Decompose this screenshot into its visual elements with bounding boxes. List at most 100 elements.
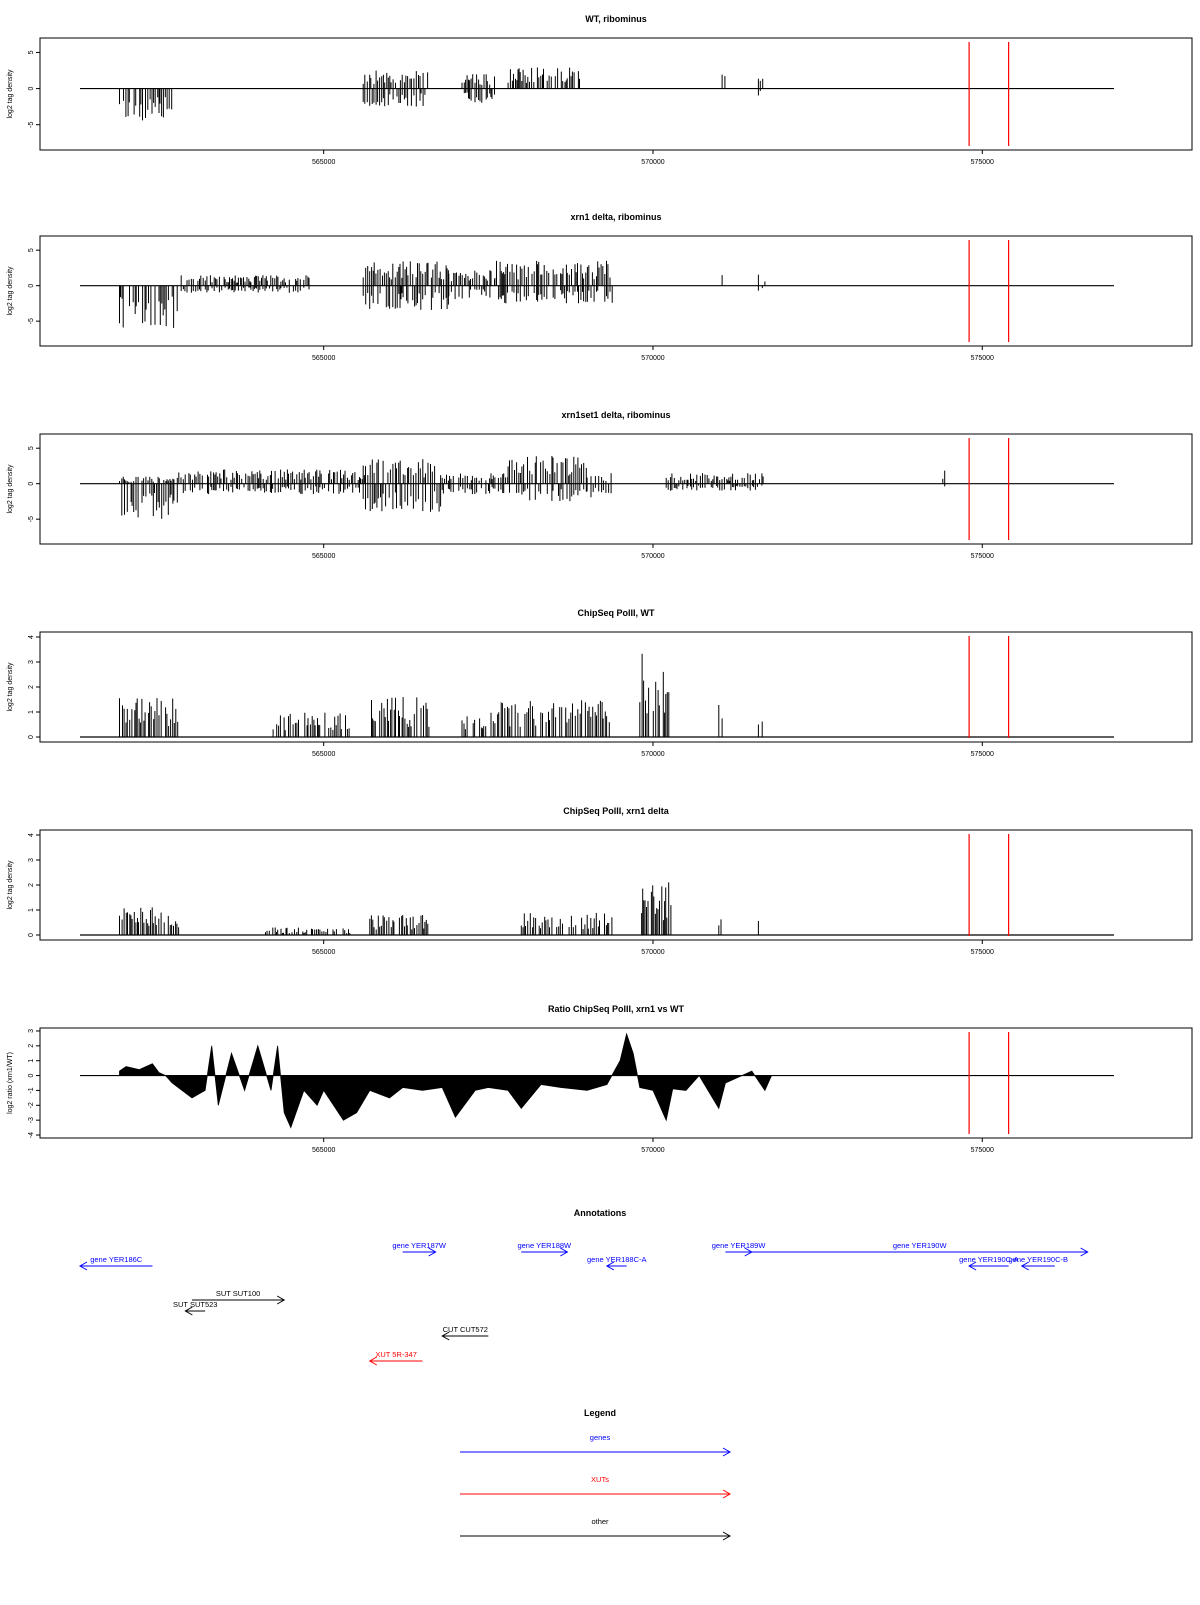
chart-title: ChipSeq PolII, WT: [578, 608, 655, 618]
chart-panel: WT, ribominus -5 0 5 log2 tag density 565000 5…: [7, 14, 1193, 166]
y-tick-label: 2: [28, 883, 35, 887]
y-tick-label: -4: [28, 1132, 35, 1138]
arrow-head: [441, 1331, 450, 1341]
x-tick-label: 565000: [312, 1147, 335, 1154]
y-axis-label: log2 tag density: [7, 860, 14, 910]
legend-label: genes: [590, 1433, 611, 1442]
arrow-head: [78, 1261, 88, 1271]
legend-item: XUTs: [460, 1475, 732, 1499]
legend-label: XUTs: [591, 1475, 609, 1484]
annotation-label: gene YER188C-A: [587, 1255, 646, 1264]
x-tick-label: 575000: [971, 1147, 994, 1154]
y-tick-label: 0: [28, 735, 35, 739]
arrow-head: [605, 1261, 615, 1271]
annotation-feature: SUT SUT523: [173, 1300, 217, 1316]
annotation-label: SUT SUT100: [216, 1289, 260, 1298]
annotation-label: XUT 5R-347: [375, 1350, 417, 1359]
x-tick-label: 570000: [641, 949, 664, 956]
x-tick-label: 570000: [641, 355, 664, 362]
annotation-feature: SUT SUT100: [191, 1289, 286, 1305]
ratio-area: [119, 1032, 1114, 1129]
plot-frame: [39, 829, 1193, 941]
y-tick-label: -2: [28, 1102, 35, 1108]
annotation-feature: gene YER187W: [392, 1241, 447, 1257]
bar-series: [119, 260, 766, 328]
y-tick-label: 2: [28, 685, 35, 689]
annotation-label: CUT CUT572: [443, 1325, 488, 1334]
x-tick-label: 565000: [312, 553, 335, 560]
plot-frame: [39, 37, 1193, 151]
x-tick-label: 570000: [641, 553, 664, 560]
arrow-head: [428, 1247, 437, 1257]
y-tick-label: -3: [28, 1117, 35, 1123]
arrow-head: [276, 1295, 286, 1305]
y-tick-label: 3: [28, 660, 35, 664]
x-tick-label: 565000: [312, 355, 335, 362]
chart-panel: xrn1 delta, ribominus -5 0 5 log2 tag densit…: [7, 212, 1193, 362]
y-tick-label: 3: [28, 1029, 35, 1033]
legend-item: genes: [460, 1433, 732, 1457]
arrow-head: [1020, 1261, 1030, 1271]
y-tick-label: 0: [28, 87, 35, 91]
bar-series: [119, 455, 946, 519]
y-axis-label: log2 tag density: [7, 662, 14, 712]
x-tick-label: 575000: [971, 949, 994, 956]
arrow-head: [722, 1489, 732, 1499]
annotation-label: SUT SUT523: [173, 1300, 217, 1309]
plot-frame: [39, 433, 1193, 545]
y-tick-label: 1: [28, 710, 35, 714]
annotation-label: gene YER190W: [893, 1241, 948, 1250]
chart-title: ChipSeq PolII, xrn1 delta: [563, 806, 670, 816]
legend-title: Legend: [584, 1408, 616, 1418]
bar-series: [119, 67, 764, 121]
x-tick-label: 565000: [312, 949, 335, 956]
x-tick-label: 570000: [641, 751, 664, 758]
annotation-feature: gene YER190C-A: [959, 1255, 1019, 1271]
arrow-head: [560, 1247, 569, 1257]
legend-item: other: [460, 1517, 732, 1541]
annotation-feature: gene YER188W: [517, 1241, 572, 1257]
plot-frame: [39, 1027, 1193, 1139]
plot-frame: [39, 235, 1193, 347]
y-tick-label: 2: [28, 1044, 35, 1048]
annotation-feature: gene YER189W: [712, 1241, 767, 1257]
arrow-head: [368, 1356, 378, 1366]
y-tick-label: 1: [28, 1059, 35, 1063]
chart-title: WT, ribominus: [585, 14, 647, 24]
annotation-feature: gene YER186C: [78, 1255, 153, 1271]
annotation-label: gene YER189W: [712, 1241, 767, 1250]
y-tick-label: 4: [28, 635, 35, 639]
y-tick-label: 4: [28, 833, 35, 837]
y-tick-label: -5: [28, 516, 35, 522]
y-tick-label: -1: [28, 1087, 35, 1093]
x-tick-label: 565000: [312, 159, 335, 166]
chart-title: Ratio ChipSeq PolII, xrn1 vs WT: [548, 1004, 685, 1014]
annotation-feature: gene YER188C-A: [587, 1255, 647, 1271]
bar-series: [119, 882, 759, 935]
y-axis-label: log2 tag density: [7, 266, 14, 316]
y-axis-label: log2 tag density: [7, 464, 14, 514]
chart-panel: Ratio ChipSeq PolII, xrn1 vs WT -4 -3 -2 -1 0…: [7, 1004, 1193, 1154]
y-tick-label: 0: [28, 284, 35, 288]
legend: Legend genes XUTs other: [460, 1408, 732, 1541]
annotation-feature: XUT 5R-347: [368, 1350, 423, 1366]
x-tick-label: 570000: [641, 159, 664, 166]
chart-panel: ChipSeq PolII, xrn1 delta 0 1 2 3 4 log2 tag d…: [7, 806, 1193, 956]
y-tick-label: 5: [28, 50, 35, 54]
bar-series: [119, 653, 763, 737]
x-tick-label: 570000: [641, 1147, 664, 1154]
annotations-title: Annotations: [574, 1208, 627, 1218]
x-tick-label: 575000: [971, 751, 994, 758]
annotation-label: gene YER190C-A: [959, 1255, 1018, 1264]
x-tick-label: 565000: [312, 751, 335, 758]
y-tick-label: 5: [28, 446, 35, 450]
plot-frame: [39, 631, 1193, 743]
arrow-head: [968, 1261, 977, 1271]
annotations-track: Annotations gene YER186C gene YER187W gene …: [78, 1208, 1089, 1366]
x-tick-label: 575000: [971, 159, 994, 166]
y-tick-label: 0: [28, 1074, 35, 1078]
y-tick-label: 0: [28, 482, 35, 486]
x-tick-label: 575000: [971, 553, 994, 560]
arrow-head: [722, 1531, 732, 1541]
